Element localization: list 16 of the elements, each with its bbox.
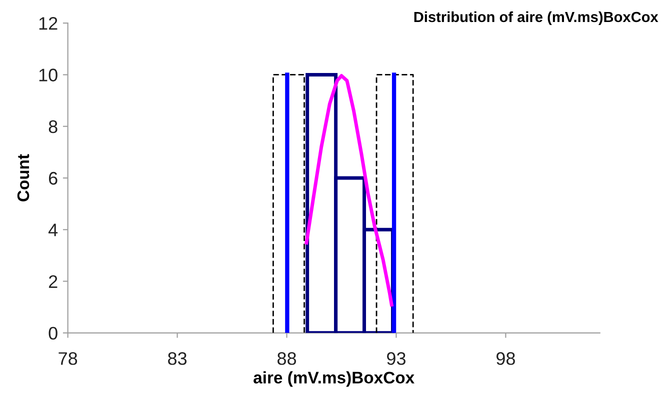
y-tick-label: 0 (48, 326, 58, 340)
x-tick-label: 78 (58, 352, 78, 365)
y-tick-label: 4 (48, 224, 58, 236)
line-series (304, 74, 394, 307)
y-tick-label: 8 (48, 120, 58, 134)
y-tick-label: 12 (39, 17, 58, 30)
chart-title: Distribution of aire (mV.ms)BoxCox (414, 11, 658, 26)
x-tick-label: 88 (278, 352, 296, 365)
x-tick-label: 98 (496, 352, 515, 365)
y-tick-label: 2 (48, 275, 58, 288)
x-tick-label: 93 (387, 352, 406, 365)
y-tick-label: 10 (39, 68, 58, 82)
x-tick-label: 83 (168, 352, 187, 365)
x-axis-title: aire (mV.ms)BoxCox (254, 371, 414, 387)
y-axis-title: Count (17, 154, 30, 202)
y-tick-label: 6 (48, 172, 58, 185)
